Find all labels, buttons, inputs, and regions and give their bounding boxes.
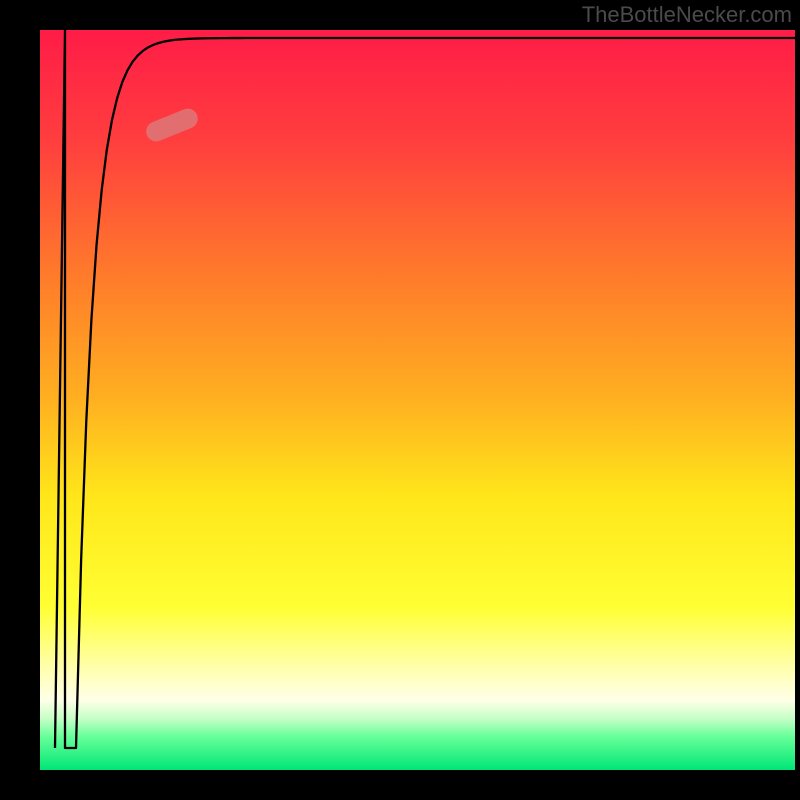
watermark-text: TheBottleNecker.com bbox=[582, 2, 792, 28]
chart-border-right bbox=[795, 0, 800, 800]
plot-area bbox=[40, 30, 795, 770]
chart-border-bottom bbox=[0, 770, 800, 800]
chart-border-left bbox=[0, 0, 40, 800]
